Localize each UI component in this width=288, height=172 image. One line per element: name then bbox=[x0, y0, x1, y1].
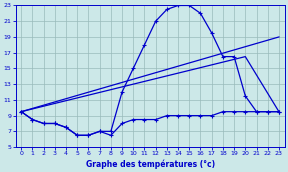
X-axis label: Graphe des températures (°c): Graphe des températures (°c) bbox=[86, 159, 215, 169]
